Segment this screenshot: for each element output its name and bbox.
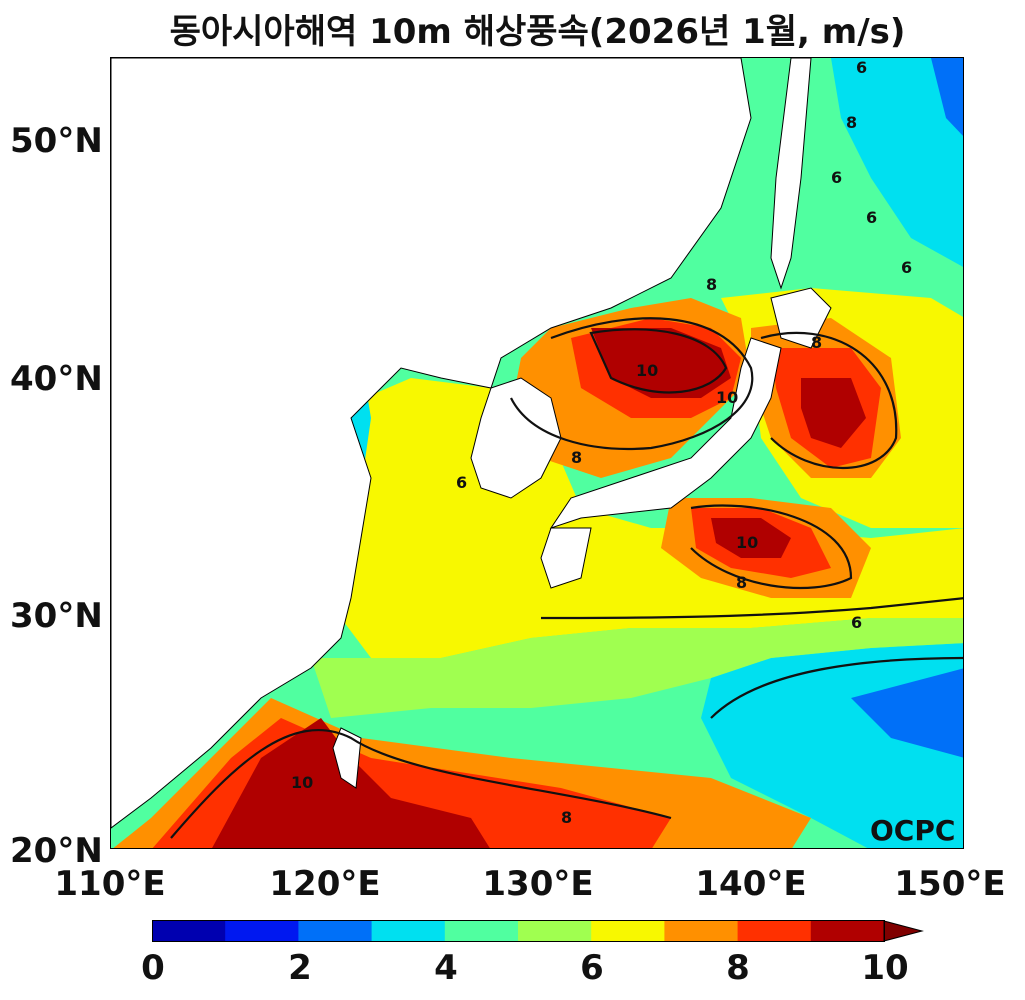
contour-label: 6 <box>831 168 842 187</box>
wind-core-japansea <box>591 328 731 398</box>
colorbar-segment <box>444 921 519 941</box>
contour-label: 6 <box>901 258 912 277</box>
contour-label: 6 <box>456 473 467 492</box>
colorbar-segment <box>152 921 226 941</box>
lon-tick-label: 150°E <box>894 864 1006 904</box>
land-kyushu <box>540 527 592 589</box>
wind-speed-map: 6 8 10 8 10 10 8 8 6 10 8 6 6 6 6 8 <box>111 58 963 848</box>
contour-label: 10 <box>636 361 658 380</box>
colorbar-segment <box>518 921 592 941</box>
contour-label: 10 <box>736 533 758 552</box>
wind-core-pacific-s <box>711 518 791 558</box>
contour-label: 6 <box>856 58 867 77</box>
contour-label: 8 <box>736 573 747 592</box>
lat-tick-label: 40°N <box>10 359 103 399</box>
colorbar-label: 0 <box>141 948 165 988</box>
contour-lines <box>170 317 963 839</box>
land-china-korea <box>111 58 752 829</box>
colorbar-border <box>152 920 885 942</box>
land-sakhalin <box>770 58 812 290</box>
contour-label: 8 <box>706 275 717 294</box>
wind-region-ne-blue <box>931 58 963 136</box>
wind-region-lightgreen-band <box>311 618 963 718</box>
colorbar-segment <box>371 921 446 941</box>
contour-label: 8 <box>846 113 857 132</box>
wind-region-se-blue <box>851 668 963 758</box>
ocpc-watermark: OCPC <box>870 814 956 847</box>
contour-label: 8 <box>811 333 822 352</box>
lat-tick-label: 50°N <box>10 121 103 161</box>
map-title: 동아시아해역 10m 해상풍속(2026년 1월, m/s) <box>169 12 906 52</box>
wind-region-ne-cyan <box>831 58 963 267</box>
contour-label-group: 6 8 10 8 10 10 8 8 6 10 8 6 6 6 6 8 <box>291 58 912 827</box>
lon-tick-label: 120°E <box>269 864 381 904</box>
land-korean-peninsula <box>470 377 562 499</box>
contour-label: 8 <box>561 808 572 827</box>
colorbar <box>152 920 924 942</box>
colorbar-segment <box>664 921 739 941</box>
wind-core-pacific-n <box>801 378 866 448</box>
land-honshu <box>549 337 782 529</box>
colorbar-segment <box>737 921 812 941</box>
colorbar-segment <box>298 921 373 941</box>
contour-label: 8 <box>571 448 582 467</box>
colorbar-segment <box>225 921 299 941</box>
lon-tick-label: 110°E <box>54 864 166 904</box>
contour-label: 6 <box>851 613 862 632</box>
colorbar-label: 10 <box>861 948 909 988</box>
colorbar-label: 8 <box>726 948 750 988</box>
colorbar-segment <box>591 921 665 941</box>
contour-label: 10 <box>291 773 313 792</box>
lon-tick-label: 130°E <box>482 864 594 904</box>
lat-tick-label: 20°N <box>10 831 103 871</box>
lat-tick-label: 30°N <box>10 596 103 636</box>
colorbar-segments <box>152 921 885 941</box>
colorbar-extend-arrow <box>883 920 924 942</box>
colorbar-label: 4 <box>434 948 458 988</box>
contour-label: 10 <box>716 388 738 407</box>
colorbar-label: 6 <box>580 948 604 988</box>
contour-label: 6 <box>866 208 877 227</box>
land-taiwan <box>332 727 362 789</box>
colorbar-segment <box>810 921 885 941</box>
lon-tick-label: 140°E <box>695 864 807 904</box>
map-panel: 6 8 10 8 10 10 8 8 6 10 8 6 6 6 6 8 <box>110 57 964 849</box>
colorbar-label: 2 <box>288 948 312 988</box>
